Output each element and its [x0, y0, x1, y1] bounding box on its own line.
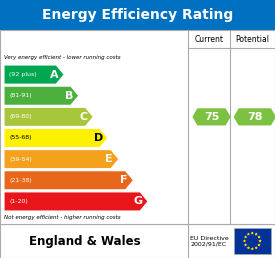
Text: Potential: Potential [235, 35, 269, 44]
Polygon shape [4, 86, 79, 105]
Text: (92 plus): (92 plus) [9, 72, 37, 77]
Polygon shape [257, 235, 261, 239]
Text: F: F [120, 175, 128, 185]
Polygon shape [254, 232, 258, 236]
Text: E: E [106, 154, 113, 164]
Text: D: D [94, 133, 103, 143]
Text: (55-68): (55-68) [9, 135, 32, 141]
Polygon shape [4, 107, 94, 126]
Polygon shape [4, 192, 148, 211]
Text: 75: 75 [204, 112, 219, 122]
Text: EU Directive
2002/91/EC: EU Directive 2002/91/EC [190, 236, 228, 246]
Text: B: B [65, 91, 73, 101]
Polygon shape [258, 239, 262, 243]
Polygon shape [251, 247, 254, 250]
Text: Very energy efficient - lower running costs: Very energy efficient - lower running co… [4, 54, 121, 60]
Polygon shape [244, 243, 247, 246]
Text: Energy Efficiency Rating: Energy Efficiency Rating [42, 8, 233, 22]
Polygon shape [247, 232, 250, 236]
Polygon shape [254, 246, 258, 249]
Text: (69-80): (69-80) [9, 114, 32, 119]
Text: (39-54): (39-54) [9, 157, 32, 162]
Bar [0, 0, 275, 30]
Text: (1-20): (1-20) [9, 199, 28, 204]
Polygon shape [257, 243, 261, 246]
Text: (21-38): (21-38) [9, 178, 32, 183]
Bar [234, 228, 271, 254]
Text: Current: Current [194, 35, 224, 44]
Polygon shape [4, 128, 108, 148]
Polygon shape [4, 150, 119, 169]
Text: 78: 78 [247, 112, 263, 122]
Bar [0, 30, 275, 224]
Text: England & Wales: England & Wales [29, 235, 141, 247]
Text: A: A [50, 70, 59, 79]
Polygon shape [4, 65, 64, 84]
Text: C: C [80, 112, 88, 122]
Text: (81-91): (81-91) [9, 93, 32, 98]
Polygon shape [192, 108, 231, 125]
Text: Not energy efficient - higher running costs: Not energy efficient - higher running co… [4, 214, 121, 220]
Text: G: G [134, 196, 143, 206]
Polygon shape [251, 231, 254, 235]
Polygon shape [247, 246, 250, 249]
Polygon shape [244, 235, 247, 239]
Polygon shape [243, 239, 246, 243]
Bar [0, 224, 275, 258]
Polygon shape [234, 108, 275, 125]
Polygon shape [4, 171, 133, 190]
